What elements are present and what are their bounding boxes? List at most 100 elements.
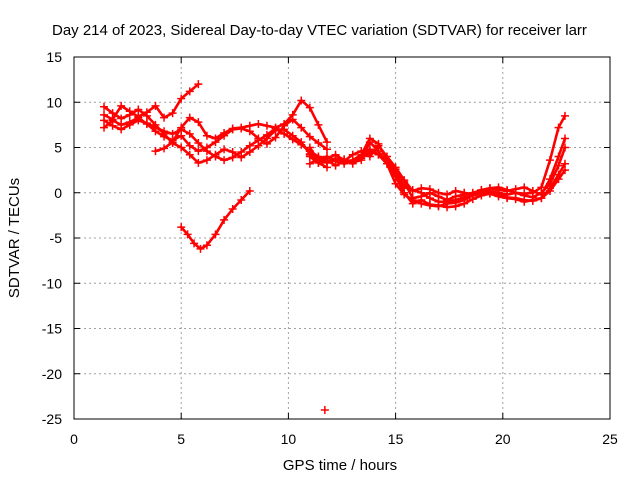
data-point: [314, 156, 323, 165]
data-point: [194, 158, 203, 167]
data-point: [331, 161, 340, 170]
data-point: [468, 195, 477, 204]
data-point: [545, 179, 554, 188]
series-line: [179, 189, 252, 251]
data-point: [511, 195, 520, 204]
x-tick-label: 0: [70, 431, 78, 447]
data-point: [262, 139, 271, 148]
grid-lines: [74, 57, 610, 419]
data-point: [220, 215, 229, 224]
data-point: [545, 156, 554, 165]
data-point: [494, 183, 503, 192]
x-tick-label: 20: [495, 431, 511, 447]
data-point: [202, 156, 211, 165]
y-tick-label: -10: [42, 275, 62, 291]
data-point: [100, 110, 109, 119]
x-tick-label: 15: [388, 431, 404, 447]
data-point: [374, 147, 383, 156]
data-point: [320, 405, 329, 414]
data-point: [503, 186, 512, 195]
data-point: [485, 189, 494, 198]
data-point: [245, 121, 254, 130]
chart-title: Day 214 of 2023, Sidereal Day-to-day VTE…: [52, 22, 587, 39]
data-point: [211, 134, 220, 143]
data-point: [190, 239, 199, 248]
data-point: [168, 138, 177, 147]
data-point: [262, 130, 271, 139]
data-point: [168, 109, 177, 118]
data-point: [443, 190, 452, 199]
data-point: [142, 108, 151, 117]
data-point: [117, 101, 126, 110]
data-point: [305, 159, 314, 168]
data-point: [160, 113, 169, 122]
data-point: [183, 230, 192, 239]
data-point: [391, 163, 400, 172]
series-outlier: [320, 405, 329, 414]
data-point: [100, 123, 109, 132]
data-point: [271, 123, 280, 132]
data-point: [451, 202, 460, 211]
series-line: [308, 140, 567, 209]
data-point: [185, 141, 194, 150]
data-point: [177, 123, 186, 132]
data-point: [151, 101, 160, 110]
data-point: [503, 194, 512, 203]
data-point: [280, 119, 289, 128]
data-point: [196, 244, 205, 253]
series-track-4: [100, 80, 203, 124]
x-axis-label: GPS time / hours: [283, 457, 397, 474]
data-point: [400, 188, 409, 197]
data-point: [194, 80, 203, 89]
data-point: [134, 105, 143, 114]
y-axis-label: SDTVAR / TECUs: [6, 178, 23, 298]
x-tick-label: 25: [602, 431, 618, 447]
data-point: [142, 119, 151, 128]
series-line: [102, 82, 200, 121]
data-point: [177, 94, 186, 103]
data-point: [108, 115, 117, 124]
data-point: [100, 102, 109, 111]
data-point: [202, 147, 211, 156]
series-line: [102, 116, 329, 153]
data-point: [288, 110, 297, 119]
data-point: [237, 195, 246, 204]
y-tick-label: 0: [54, 185, 62, 201]
data-point: [365, 152, 374, 161]
data-point: [168, 129, 177, 138]
data-point: [297, 140, 306, 149]
data-point: [545, 186, 554, 195]
data-point: [185, 129, 194, 138]
data-point: [160, 144, 169, 153]
data-point: [305, 132, 314, 141]
data-point: [554, 161, 563, 170]
data-point: [417, 195, 426, 204]
data-point: [125, 120, 134, 129]
data-point: [177, 143, 186, 152]
y-tick-label: -25: [42, 411, 62, 427]
data-point: [400, 176, 409, 185]
data-point: [211, 230, 220, 239]
data-point: [434, 201, 443, 210]
data-point: [220, 156, 229, 165]
data-point: [383, 152, 392, 161]
data-point: [443, 203, 452, 212]
data-point: [117, 125, 126, 134]
data-point: [425, 185, 434, 194]
data-point: [262, 121, 271, 130]
data-point: [305, 150, 314, 159]
data-point: [408, 186, 417, 195]
data-point: [357, 156, 366, 165]
data-point: [340, 156, 349, 165]
data-point: [297, 123, 306, 132]
data-point: [125, 107, 134, 116]
axis-ticks: 0 5 10 15 20 25 15 10 5 0 -5 -10 -15 -20 -25: [42, 49, 618, 447]
data-point: [460, 188, 469, 197]
data-point: [314, 120, 323, 129]
data-point: [237, 148, 246, 157]
data-point: [560, 134, 569, 143]
y-tick-label: 5: [54, 140, 62, 156]
data-point: [560, 166, 569, 175]
data-point: [554, 175, 563, 184]
